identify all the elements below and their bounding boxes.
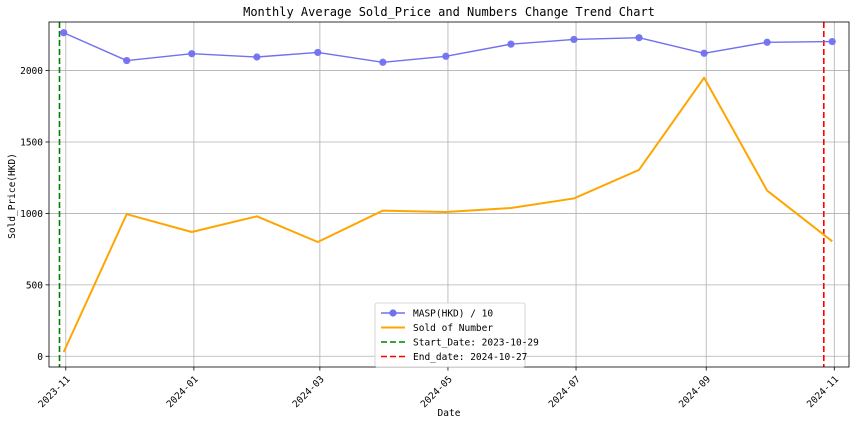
y-tick-label-2: 1000 xyxy=(20,209,43,220)
series-0-point-5 xyxy=(379,58,387,66)
series-0-point-10 xyxy=(700,49,708,57)
x-tick-label-6: 2024-11 xyxy=(805,374,841,410)
legend-box xyxy=(374,302,526,368)
y-tick-label-1: 500 xyxy=(26,280,43,291)
series-0-point-11 xyxy=(763,38,771,46)
series-0-point-9 xyxy=(635,34,643,42)
legend-label-3: End_date: 2024-10-27 xyxy=(413,352,527,363)
y-tick-label-3: 1500 xyxy=(20,138,43,149)
legend: MASP(HKD) / 10 Sold of Number Start_Date: … xyxy=(374,302,539,368)
x-tick-label-5: 2024-09 xyxy=(677,374,713,410)
x-tick-label-1: 2024-01 xyxy=(165,374,201,410)
x-tick-label-0: 2023-11 xyxy=(37,374,73,410)
series-line-1 xyxy=(62,76,833,353)
y-axis-ticks: 0 500 1000 1500 2000 xyxy=(20,66,49,363)
series-0-point-4 xyxy=(314,48,322,57)
series-0-point-7 xyxy=(507,40,515,48)
legend-label-2: Start_Date: 2023-10-29 xyxy=(413,338,539,349)
series-0-point-12 xyxy=(828,37,836,46)
legend-marker-0 xyxy=(389,309,397,317)
chart-title: Monthly Average Sold_Price and Numbers C… xyxy=(243,5,655,19)
y-tick-label-4: 2000 xyxy=(20,66,43,77)
y-axis-label: Sold_Price(HKD) xyxy=(7,153,18,239)
series-0-point-3 xyxy=(253,53,261,61)
y-tick-label-0: 0 xyxy=(37,352,43,363)
legend-label-1: Sold of Number xyxy=(413,323,493,334)
x-tick-label-4: 2024-07 xyxy=(547,374,583,410)
series-0-point-1 xyxy=(123,56,131,65)
legend-label-0: MASP(HKD) / 10 xyxy=(413,309,493,320)
series-0-point-2 xyxy=(188,50,196,58)
series-0-point-6 xyxy=(442,52,450,60)
reference-lines xyxy=(58,22,825,367)
series-layer xyxy=(60,29,836,353)
series-0-point-0 xyxy=(60,29,68,37)
x-axis-ticks: 2023-11 2024-01 2024-03 2024-05 2024-07 2024-… xyxy=(37,367,841,410)
x-tick-label-2: 2024-03 xyxy=(291,374,327,410)
x-axis-label: Date xyxy=(438,408,461,419)
x-tick-label-3: 2024-05 xyxy=(419,374,455,410)
series-0-point-8 xyxy=(570,35,578,44)
